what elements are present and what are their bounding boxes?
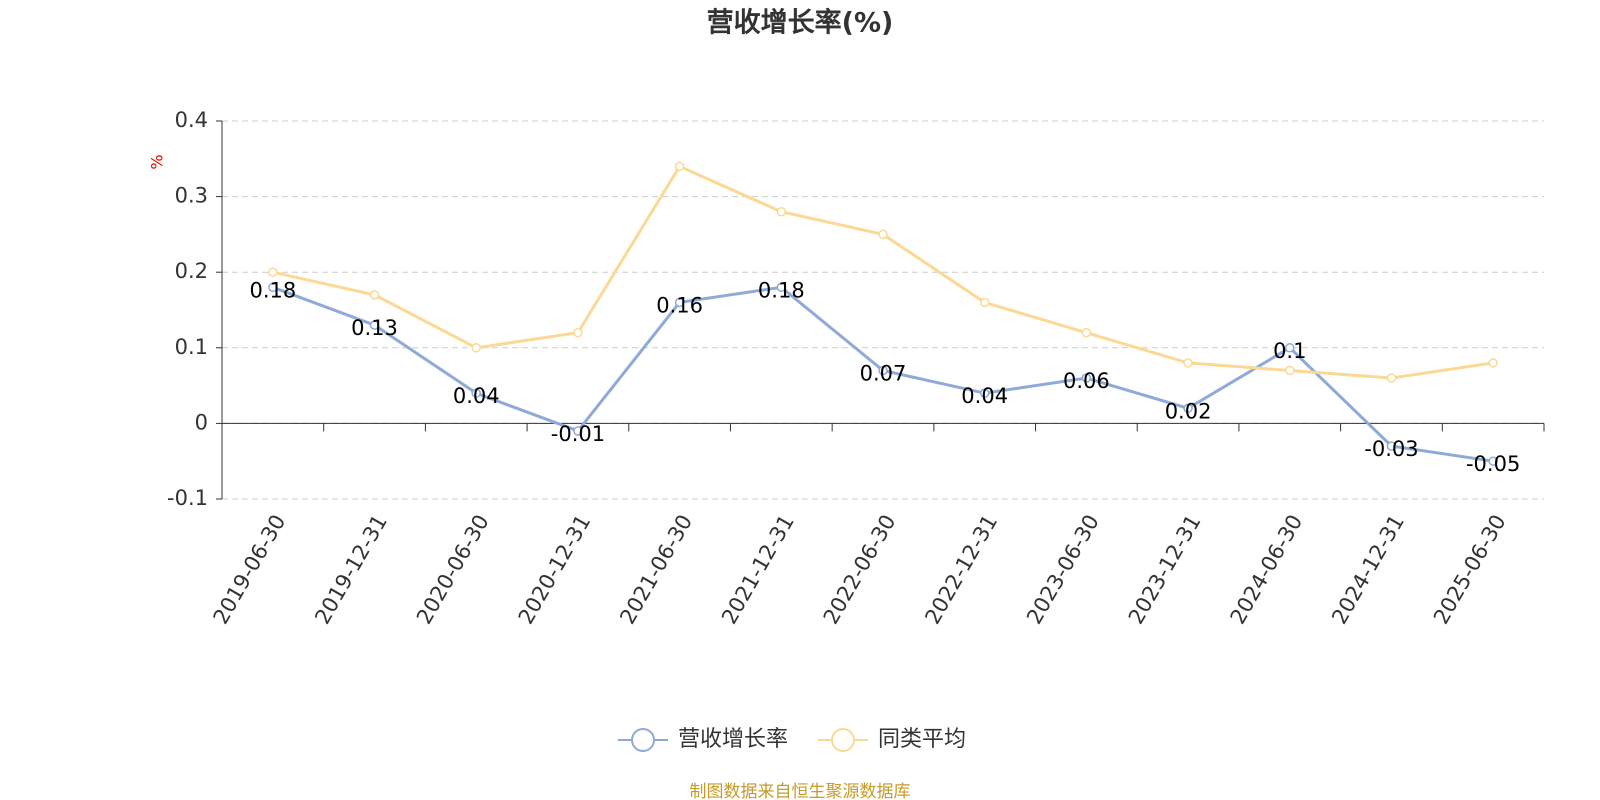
data-point — [1386, 441, 1397, 451]
x-tick-label: 2023-12-31 — [1124, 511, 1206, 629]
x-tick-label: 2021-06-30 — [615, 511, 697, 629]
data-label: 0.1 — [1273, 339, 1306, 363]
x-tick-label: 2020-12-31 — [514, 511, 596, 629]
data-label: 0.06 — [1063, 369, 1110, 393]
data-point — [573, 426, 583, 436]
data-label: 0.13 — [351, 316, 398, 340]
x-tick-label: 2020-06-30 — [412, 511, 494, 629]
data-point — [674, 297, 685, 308]
y-tick-label: 0.3 — [175, 184, 208, 208]
data-point — [1285, 343, 1295, 353]
data-label: -0.03 — [1364, 437, 1418, 461]
data-point — [1183, 358, 1193, 368]
data-point — [878, 229, 888, 240]
legend-label: 营收增长率 — [678, 727, 788, 752]
data-point — [369, 320, 380, 330]
y-axis-label: % — [148, 154, 167, 169]
data-point — [369, 290, 380, 300]
x-tick-label: 2019-06-30 — [209, 511, 291, 629]
x-tick-label: 2024-12-31 — [1327, 511, 1409, 629]
data-point — [1488, 456, 1498, 466]
data-point — [979, 297, 990, 308]
data-point — [268, 282, 278, 293]
legend-marker — [631, 728, 655, 752]
y-tick-label: 0.2 — [175, 259, 208, 283]
y-tick-label: -0.1 — [167, 486, 208, 510]
data-label: -0.01 — [551, 422, 605, 446]
data-label: 0.18 — [249, 278, 296, 302]
y-tick-label: 0.4 — [175, 108, 208, 132]
data-label: 0.07 — [860, 361, 907, 385]
data-label: 0.04 — [453, 384, 500, 408]
data-label: 0.04 — [961, 384, 1008, 408]
data-label: -0.05 — [1466, 452, 1520, 476]
data-point — [674, 161, 685, 172]
data-point — [776, 206, 787, 217]
data-point — [1285, 365, 1295, 376]
y-tick-label: 0.1 — [175, 335, 208, 359]
data-point — [1386, 373, 1397, 383]
data-point — [1183, 403, 1193, 414]
data-label: 0.18 — [758, 278, 805, 302]
data-point — [878, 365, 888, 376]
x-tick-label: 2021-12-31 — [717, 511, 799, 629]
x-tick-label: 2025-06-30 — [1429, 511, 1511, 629]
x-tick-label: 2023-06-30 — [1022, 511, 1104, 629]
legend-label: 同类平均 — [878, 727, 966, 752]
data-point — [471, 388, 481, 398]
data-point — [1488, 358, 1498, 368]
y-tick-label: 0 — [195, 410, 208, 434]
x-tick-label: 2024-06-30 — [1225, 511, 1307, 629]
data-point — [1081, 327, 1092, 338]
data-point — [776, 282, 787, 293]
data-label: 0.02 — [1165, 399, 1212, 423]
chart-title: 营收增长率(%) — [707, 7, 894, 39]
source-note: 制图数据来自恒生聚源数据库 — [690, 782, 911, 800]
legend-marker — [831, 728, 855, 752]
data-point — [573, 327, 583, 338]
x-tick-label: 2019-12-31 — [310, 511, 392, 629]
data-point — [268, 267, 278, 277]
data-point — [1081, 373, 1092, 383]
x-tick-label: 2022-12-31 — [920, 511, 1002, 629]
data-label: 0.16 — [656, 293, 703, 317]
data-point — [471, 343, 481, 353]
x-tick-label: 2022-06-30 — [819, 511, 901, 629]
data-point — [979, 388, 990, 398]
